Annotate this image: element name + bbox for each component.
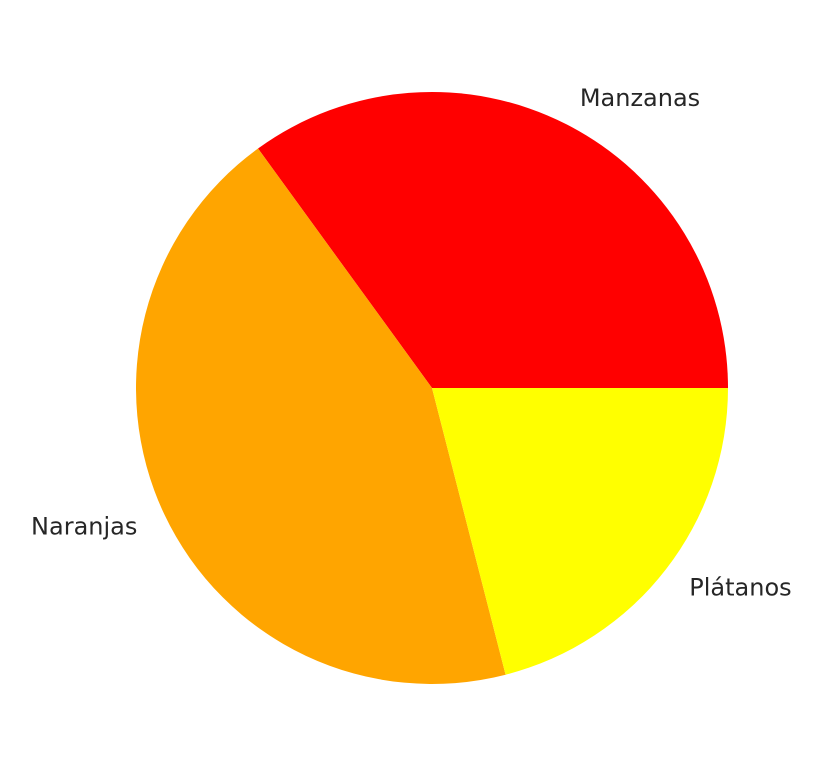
pie-labels: Manzanas Naranjas Plátanos: [31, 84, 792, 602]
pie-slice-plátanos: [432, 388, 728, 675]
pie-label-naranjas: Naranjas: [31, 513, 137, 541]
pie-label-manzanas: Manzanas: [580, 84, 700, 112]
pie-slice-manzanas: [258, 92, 728, 388]
pie-slices: [136, 92, 728, 684]
pie-slice-naranjas: [136, 148, 506, 684]
pie-label-plátanos: Plátanos: [689, 574, 791, 602]
